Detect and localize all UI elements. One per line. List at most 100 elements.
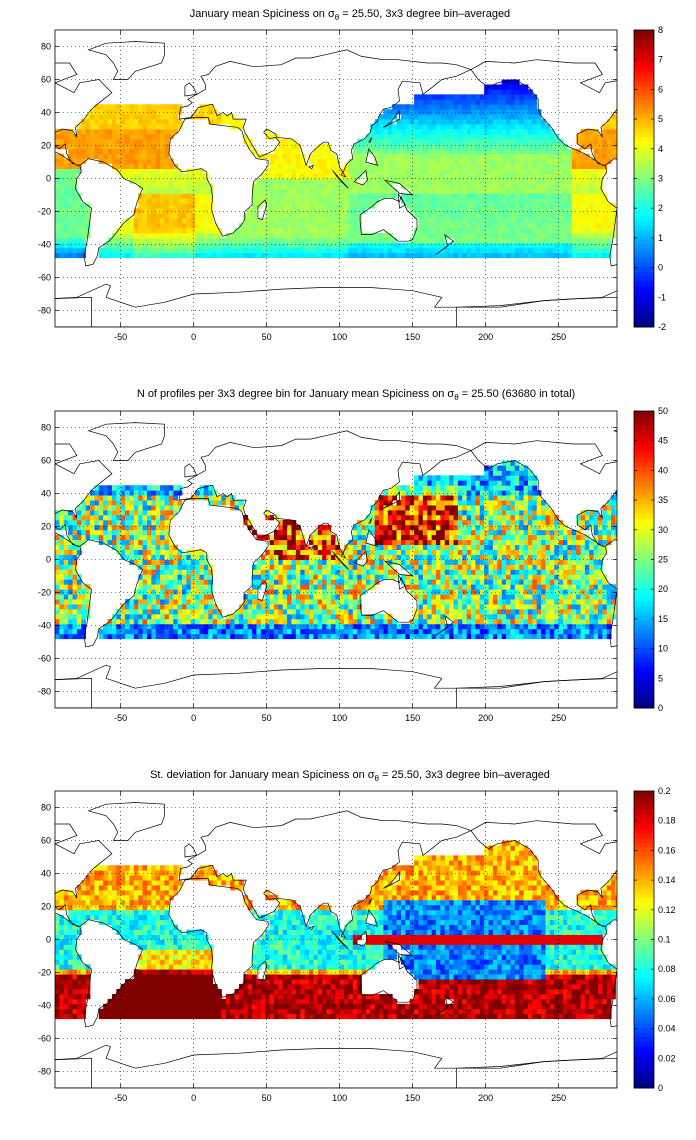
data-cell — [107, 524, 113, 531]
data-cell — [541, 208, 546, 214]
data-cell — [234, 623, 240, 630]
colorbar-segment — [634, 197, 654, 203]
data-cell — [554, 163, 560, 169]
data-cell — [492, 119, 498, 125]
data-cell — [164, 213, 170, 219]
data-cell — [68, 143, 73, 150]
data-cell — [444, 203, 450, 209]
data-cell — [536, 183, 542, 189]
data-cell — [133, 213, 139, 219]
data-cell — [449, 183, 454, 189]
data-cell — [186, 574, 192, 580]
data-cell — [479, 114, 485, 120]
data-cell — [278, 519, 284, 526]
data-cell — [129, 604, 135, 610]
data-cell — [107, 247, 113, 254]
data-cell — [383, 510, 389, 516]
data-cell — [475, 99, 481, 105]
data-cell — [510, 138, 516, 145]
data-cell — [475, 124, 481, 130]
data-cell — [155, 223, 161, 229]
data-cell — [317, 539, 323, 546]
data-cell — [435, 109, 441, 115]
data-cell — [374, 173, 380, 179]
data-cell — [361, 247, 367, 254]
data-cell — [116, 628, 122, 635]
data-cell — [203, 173, 209, 179]
data-cell — [510, 218, 516, 224]
data-cell — [199, 183, 205, 189]
data-cell — [501, 218, 507, 224]
data-cell — [396, 173, 402, 179]
data-cell — [155, 514, 161, 521]
data-cell — [291, 599, 297, 605]
data-cell — [181, 242, 187, 249]
data-cell — [606, 143, 612, 150]
data-cell — [116, 524, 122, 531]
data-cell — [387, 549, 393, 555]
data-cell — [361, 544, 367, 550]
data-cell — [405, 544, 411, 550]
data-cell — [107, 153, 113, 160]
data-cell — [348, 564, 354, 570]
data-cell — [427, 148, 433, 155]
data-cell — [304, 232, 310, 239]
data-cell — [55, 163, 60, 169]
data-cell — [138, 633, 143, 640]
data-cell — [370, 529, 376, 536]
data-cell — [59, 510, 65, 516]
data-cell — [527, 232, 533, 239]
data-cell — [217, 237, 222, 244]
data-cell — [160, 514, 165, 521]
data-cell — [479, 148, 485, 155]
data-cell — [116, 124, 122, 130]
data-cell — [339, 564, 345, 570]
data-cell — [190, 495, 196, 501]
data-cell — [562, 168, 568, 174]
data-cell — [322, 628, 327, 635]
data-cell — [252, 574, 257, 580]
data-cell — [107, 633, 113, 640]
data-cell — [94, 534, 100, 541]
data-cell — [598, 173, 603, 179]
data-cell — [195, 218, 200, 224]
data-cell — [138, 193, 143, 199]
coastline — [168, 117, 269, 237]
data-cell — [138, 143, 143, 150]
data-cell — [133, 628, 139, 635]
data-cell — [536, 168, 542, 174]
data-cell — [370, 574, 376, 580]
data-cell — [85, 500, 91, 506]
data-cell — [313, 153, 319, 160]
data-cell — [330, 569, 336, 575]
data-cell — [414, 158, 419, 165]
colorbar-segment — [634, 173, 654, 179]
data-cell — [387, 623, 393, 630]
data-cell — [72, 623, 78, 630]
data-cell — [602, 158, 608, 165]
data-cell — [414, 109, 419, 115]
data-cell — [453, 237, 459, 244]
data-cell — [164, 529, 170, 536]
data-cell — [598, 223, 603, 229]
data-cell — [133, 143, 139, 150]
data-cell — [479, 138, 485, 145]
data-cell — [164, 178, 170, 184]
data-cell — [72, 514, 78, 521]
data-cell — [462, 203, 468, 209]
data-cell — [400, 564, 406, 570]
data-cell — [414, 193, 419, 199]
data-cell — [142, 505, 148, 511]
data-cell — [471, 173, 476, 179]
data-cell — [160, 604, 165, 610]
data-cell — [379, 129, 384, 135]
data-cell — [291, 594, 297, 600]
data-cell — [94, 485, 100, 491]
data-cell — [414, 564, 419, 570]
data-cell — [155, 519, 161, 526]
data-cell — [265, 599, 270, 605]
data-cell — [370, 129, 376, 135]
data-cell — [164, 569, 170, 575]
data-cell — [330, 539, 336, 546]
data-cell — [396, 129, 402, 135]
